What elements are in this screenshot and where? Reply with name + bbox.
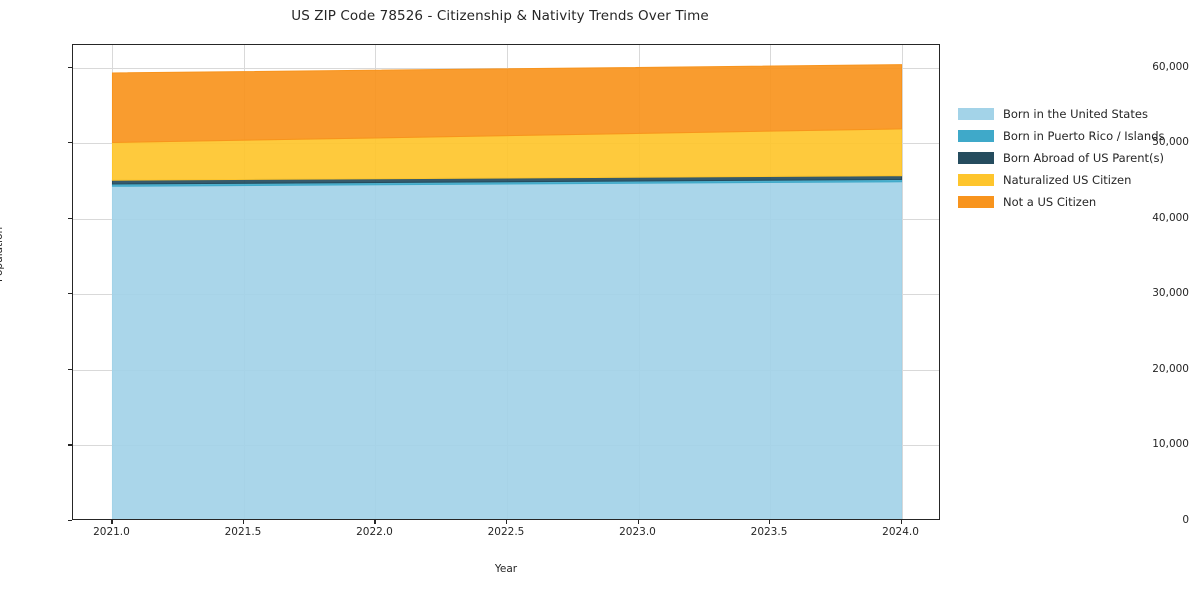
legend-item-3[interactable]: Naturalized US Citizen [958, 170, 1165, 190]
x-axis-tick-label: 2022.5 [487, 526, 525, 538]
y-axis-tick-mark [68, 66, 72, 68]
y-axis-tick-label: 60,000 [1152, 60, 1189, 73]
x-axis-tick-label: 2021.5 [224, 526, 262, 538]
legend-swatch-icon [958, 196, 994, 208]
chart-title: US ZIP Code 78526 - Citizenship & Nativi… [291, 8, 709, 24]
legend-item-0[interactable]: Born in the United States [958, 104, 1165, 124]
x-axis-tick-mark [242, 520, 245, 524]
plot-area [72, 44, 940, 520]
x-axis-tick-label: 2023.5 [750, 526, 788, 538]
area-series-4 [111, 64, 903, 143]
x-axis-tick-label: 2023.0 [619, 526, 656, 538]
legend-item-label: Naturalized US Citizen [1003, 173, 1132, 187]
legend-item-label: Born in Puerto Rico / Islands [1003, 129, 1165, 143]
y-axis-tick-label: 40,000 [1152, 211, 1189, 224]
y-axis-tick-mark [68, 217, 72, 219]
legend-item-label: Born Abroad of US Parent(s) [1003, 151, 1164, 165]
gridline-horizontal [73, 67, 939, 69]
y-axis-tick-label: 0 [1182, 514, 1189, 526]
x-axis-tick-mark [769, 520, 771, 524]
x-axis-tick-mark [111, 520, 113, 524]
x-axis-tick-mark [900, 520, 902, 524]
legend-item-4[interactable]: Not a US Citizen [958, 192, 1165, 212]
x-axis-tick-label: 2022.0 [356, 526, 393, 538]
x-axis-tick-mark [637, 520, 639, 524]
area-series-0 [111, 181, 903, 519]
legend-swatch-icon [958, 130, 994, 142]
x-axis-tick-mark [506, 520, 508, 524]
y-axis-tick-label: 10,000 [1152, 438, 1189, 451]
x-axis-tick-label: 2024.0 [882, 526, 919, 538]
stacked-area-series [111, 64, 903, 519]
x-axis-tick-mark [374, 520, 376, 524]
legend-item-1[interactable]: Born in Puerto Rico / Islands [958, 126, 1165, 146]
x-axis-tick-label: 2021.0 [93, 526, 130, 538]
y-axis-tick-mark [68, 368, 72, 370]
legend-item-label: Born in the United States [1003, 107, 1148, 121]
y-axis-tick-label: 30,000 [1152, 287, 1189, 300]
y-axis-tick-mark [68, 444, 72, 446]
chart-legend: Born in the United States Born in Puerto … [958, 104, 1165, 212]
y-axis-tick-mark [68, 293, 72, 295]
legend-item-label: Not a US Citizen [1003, 195, 1097, 209]
y-axis-tick-mark [68, 142, 72, 144]
x-axis-label: Year [494, 563, 518, 575]
y-axis-tick-label: 50,000 [1152, 136, 1189, 149]
legend-item-2[interactable]: Born Abroad of US Parent(s) [958, 148, 1165, 168]
y-axis-tick-mark [68, 520, 72, 522]
legend-swatch-icon [958, 152, 994, 164]
y-axis-tick-label: 20,000 [1152, 362, 1189, 375]
y-axis-label: Population [0, 226, 5, 282]
legend-swatch-icon [958, 174, 994, 186]
legend-swatch-icon [958, 108, 994, 120]
